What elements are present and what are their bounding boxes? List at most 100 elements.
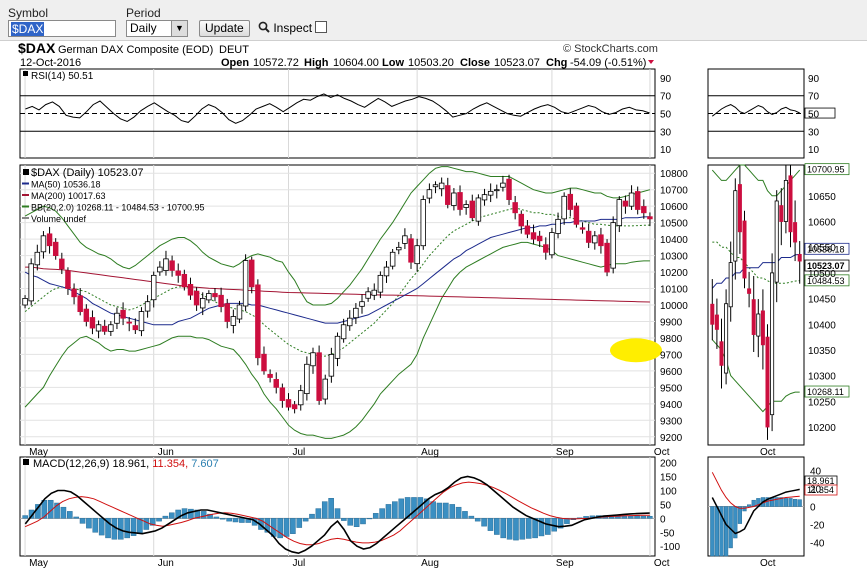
side-candle-up	[756, 313, 761, 337]
candle-up	[322, 378, 328, 400]
macd-hist-bar	[398, 498, 405, 519]
macd-hist-bar	[92, 518, 99, 533]
candle-up	[500, 182, 506, 188]
candle-down	[52, 241, 59, 256]
candle-up	[340, 324, 347, 340]
candle-up	[561, 195, 567, 220]
candle-up	[383, 266, 390, 277]
candle-down	[279, 387, 286, 401]
macd-hist-bar	[98, 518, 105, 536]
macd-hist-bar	[283, 518, 290, 537]
candle-up	[432, 184, 439, 188]
macd-legend-hist: 7.607	[191, 458, 219, 470]
macd-hist-bar	[494, 518, 500, 535]
rsi-line	[25, 93, 650, 124]
candle-down	[518, 213, 525, 227]
side-candle-down	[737, 184, 742, 233]
macd-hist-bar	[130, 518, 137, 536]
macd-hist-bar	[105, 518, 111, 539]
side-candle-down	[788, 175, 793, 233]
side-price-y-tick: 10500	[808, 269, 836, 280]
chart-exchange: DEUT	[219, 44, 249, 56]
side-x-tick: Oct	[760, 558, 776, 569]
macd-hist-bar	[277, 518, 283, 539]
candle-up	[555, 218, 561, 234]
price-legend-entry: $DAX (Daily) 10523.07	[31, 167, 144, 179]
macd-hist-bar	[239, 518, 245, 523]
close-label: Close	[460, 57, 490, 69]
candle-up	[163, 258, 169, 271]
side-price-value: 10523.07	[807, 261, 845, 271]
candle-down	[212, 293, 218, 298]
inspect-toggle[interactable]: Inspect	[258, 20, 312, 37]
candle-down	[224, 303, 230, 322]
macd-hist-bar	[627, 515, 634, 519]
macd-hist-bar	[232, 518, 239, 523]
side-x-tick: Oct	[760, 447, 776, 458]
side-rsi-line	[711, 104, 800, 117]
candle-up	[22, 298, 28, 306]
symbol-label: Symbol	[8, 6, 49, 20]
candle-up	[230, 316, 237, 326]
candle-up	[304, 363, 310, 395]
candle-down	[579, 227, 586, 230]
side-candle-up	[733, 190, 738, 262]
macd-hist-bar	[392, 501, 398, 519]
price-legend-entry: Volume undef	[31, 214, 87, 224]
macd-hist-bar	[334, 508, 341, 519]
macd-hist-bar	[219, 518, 226, 520]
candle-down	[641, 206, 647, 214]
toolbar: Symbol $DAX Period Daily ▼ Update Inspec…	[0, 0, 867, 41]
update-button[interactable]: Update	[199, 20, 250, 37]
high-label: High	[304, 57, 329, 69]
candle-up	[475, 197, 482, 222]
macd-hist-bar	[468, 515, 475, 519]
macd-hist-bar	[213, 516, 220, 519]
candle-up	[40, 235, 47, 253]
macd-hist-bar	[443, 502, 449, 519]
side-candle-down	[710, 303, 715, 325]
macd-hist-bar	[455, 506, 462, 519]
rsi-y-tick: 90	[808, 74, 820, 85]
side-macd-hist-bar	[719, 506, 724, 557]
candle-up	[359, 301, 365, 307]
price-legend-entry: BB(20,2.0) 10268.11 - 10484.53 - 10700.9…	[31, 203, 204, 213]
candle-up	[463, 204, 469, 208]
rsi-y-tick: 30	[808, 127, 820, 138]
macd-hist-bar	[545, 518, 551, 535]
macd-hist-bar	[328, 498, 334, 519]
price-y-tick: 9600	[660, 367, 683, 378]
open-label: Open	[221, 57, 249, 69]
side-candle-down	[797, 253, 802, 262]
side-price-y-tick: 10650	[808, 192, 836, 203]
candle-up	[426, 189, 433, 199]
side-candle-down	[779, 205, 784, 222]
candle-up	[610, 222, 616, 269]
candle-up	[353, 307, 359, 319]
candle-up	[371, 289, 377, 296]
macd-hist-bar	[347, 518, 354, 526]
side-rsi-value-box	[804, 107, 836, 119]
symbol-input[interactable]: $DAX	[8, 20, 116, 37]
macd-hist-bar	[640, 515, 647, 519]
inspect-checkbox[interactable]	[315, 21, 327, 33]
side-price-y-tick: 10600	[808, 218, 836, 229]
chevron-down-icon: ▼	[171, 21, 187, 36]
period-select[interactable]: Daily ▼	[126, 20, 188, 37]
side-price-y-tick: 10400	[808, 320, 836, 331]
side-candle-down	[760, 310, 765, 346]
macd-hist-bar	[60, 506, 67, 519]
x-tick-label: Sep	[556, 447, 574, 458]
side-price-y-tick: 10550	[808, 243, 836, 254]
candle-down	[83, 308, 90, 322]
candle-down	[249, 259, 255, 288]
x-tick-label: May	[29, 447, 48, 458]
rsi-legend: RSI(14) 50.51	[31, 71, 94, 82]
candle-up	[328, 354, 335, 377]
candle-up	[95, 324, 102, 332]
macd-y-tick: 200	[660, 459, 677, 470]
macd-hist-bar	[430, 501, 436, 519]
candle-down	[71, 288, 77, 298]
candle-down	[604, 242, 610, 273]
